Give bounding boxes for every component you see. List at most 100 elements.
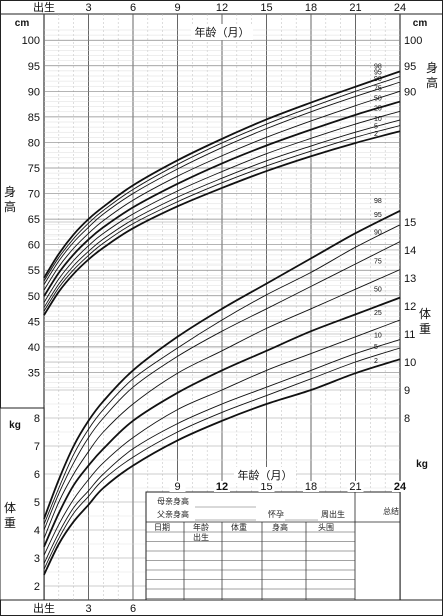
weight-tick-left: 3 [34, 553, 40, 565]
height-curve-p95 [43, 76, 401, 282]
weight-curve-p95 [43, 224, 401, 525]
mid-tick-bg [347, 481, 364, 492]
mid-tick-bg [303, 481, 319, 492]
height-curve-p5 [43, 125, 401, 312]
height-axis-label-right: 身 [426, 60, 438, 75]
weight-percentile-label: 75 [374, 259, 382, 266]
height-tick-left: 35 [28, 367, 40, 379]
height-tick-left: 70 [28, 189, 40, 201]
weight-tick-right: 11 [404, 329, 415, 341]
bottom-month-tick: 3 [85, 603, 91, 615]
x-axis-title-top: 年龄（月） [195, 25, 250, 39]
x-label-bg-bottom [234, 467, 296, 483]
weight-curve-p10 [43, 339, 401, 564]
top-month-tick: 9 [174, 2, 180, 14]
mother-height-label: 母亲身高 [157, 496, 189, 506]
x-label-bg-top [191, 24, 253, 40]
weight-tick-right: 10 [404, 357, 416, 369]
height-curve-p25 [43, 110, 401, 303]
height-curve-p10 [43, 119, 401, 308]
height-curve-p98 [43, 70, 401, 279]
column-age: 年龄 [193, 522, 209, 532]
top-month-tick: 24 [394, 2, 406, 14]
percentile-curves [43, 70, 401, 576]
weight-tick-left: 7 [34, 441, 40, 453]
height-tick-left: 65 [28, 214, 40, 226]
height-tick-left: 100 [22, 35, 40, 47]
weight-curve-p75 [43, 269, 401, 539]
bottom-month-tick: 出生 [33, 601, 55, 615]
height-axis-label-left: 高 [4, 199, 16, 214]
weight-percentile-label: 98 [374, 198, 382, 205]
height-unit-right: cm [413, 18, 428, 29]
height-tick-left: 90 [28, 86, 40, 98]
mid-tick-bg [214, 481, 230, 492]
weight-percentile-label: 95 [374, 212, 382, 219]
weight-tick-left: 6 [34, 469, 40, 481]
weight-tick-right: 12 [404, 301, 416, 313]
height-tick-left: 45 [28, 316, 40, 328]
x-axis-title-bottom: 年龄（月） [238, 468, 293, 482]
mid-tick-bg [392, 481, 408, 492]
father-height-label: 父亲身高 [157, 509, 189, 519]
top-month-tick: 12 [216, 2, 228, 14]
height-percentile-label: 95 [374, 70, 382, 77]
height-curve-p90 [43, 81, 401, 285]
height-tick-left: 80 [28, 137, 40, 149]
top-month-tick: 3 [85, 2, 91, 14]
weight-percentile-label: 2 [374, 358, 378, 365]
height-percentile-label: 98 [374, 63, 382, 70]
height-tick-right: 90 [404, 86, 416, 98]
weight-percentile-label: 10 [374, 333, 382, 340]
column-date: 日期 [154, 523, 170, 532]
height-percentile-label: 25 [374, 105, 382, 112]
height-tick-left: 75 [28, 163, 40, 175]
mid-month-tick: 9 [174, 481, 180, 493]
height-tick-left: 85 [28, 112, 40, 124]
weight-curve-p2 [43, 358, 401, 576]
height-tick-left: 60 [28, 240, 40, 252]
height-axis-label-right: 高 [426, 75, 438, 90]
weight-percentile-label: 25 [374, 310, 382, 317]
weight-curve-p5 [43, 347, 401, 570]
weight-tick-right: 15 [404, 217, 416, 229]
height-curve-p50 [43, 100, 401, 297]
mid-month-tick: 12 [216, 481, 228, 493]
height-percentile-label: 50 [374, 96, 382, 103]
top-month-tick: 18 [305, 2, 317, 14]
height-axis-label-left: 身 [4, 184, 16, 199]
height-percentile-label: 75 [374, 85, 382, 92]
weight-percentile-label: 90 [374, 230, 382, 237]
weight-tick-right: 8 [404, 413, 410, 425]
top-month-tick: 15 [260, 2, 272, 14]
height-tick-left: 55 [28, 265, 40, 277]
height-tick-left: 50 [28, 291, 40, 303]
height-curve-p75 [43, 90, 401, 291]
weight-percentile-label: 50 [374, 287, 382, 294]
column-head: 头围 [318, 522, 334, 532]
weight-tick-right: 14 [404, 245, 416, 257]
column-height: 身高 [272, 522, 288, 532]
mid-tick-bg [169, 481, 186, 492]
height-curve-p2 [43, 130, 401, 316]
mid-tick-bg [258, 481, 275, 492]
mid-month-tick: 21 [349, 481, 361, 493]
mid-month-tick: 18 [305, 481, 317, 493]
record-form: 母亲身高 父亲身高 怀孕 周出生 总结 日期 年龄 出生 体重 身高 头围 [154, 496, 399, 542]
top-month-tick: 6 [130, 2, 136, 14]
weight-tick-right: 13 [404, 273, 416, 285]
height-percentile-label: 10 [374, 116, 382, 123]
mid-month-tick: 24 [394, 481, 407, 493]
height-tick-right: 100 [404, 35, 422, 47]
height-tick-right: 95 [404, 61, 416, 73]
weight-tick-left: 2 [34, 581, 40, 593]
weight-axis-label-left: 重 [4, 516, 16, 530]
weeks-born-label: 周出生 [321, 509, 345, 519]
top-month-tick: 出生 [33, 0, 55, 14]
column-age-birth: 出生 [193, 532, 209, 542]
height-percentile-label: 90 [374, 76, 382, 83]
